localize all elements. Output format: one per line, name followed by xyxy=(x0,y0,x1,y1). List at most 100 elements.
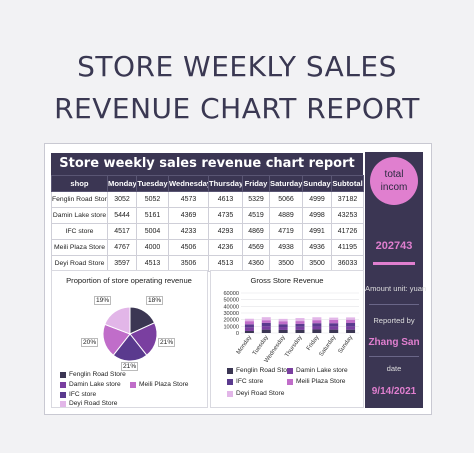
value-cell: 4233 xyxy=(168,223,209,240)
legend-label: Meili Plaza Store xyxy=(139,381,189,388)
legend-label: IFC store xyxy=(69,391,97,398)
legend-label: Meili Plaza Store xyxy=(296,378,346,385)
column-header: shop xyxy=(51,175,108,192)
bar-segment xyxy=(312,326,322,330)
legend-item: Fenglin Road Store xyxy=(60,371,126,378)
value-cell: 4369 xyxy=(168,207,209,224)
bar-segment xyxy=(346,319,356,324)
total-label-line2: incom xyxy=(380,182,408,193)
value-cell: 5066 xyxy=(269,191,303,208)
value-cell: 4613 xyxy=(208,191,243,208)
y-tick-label: 30000 xyxy=(223,311,239,317)
pie-chart-panel: Proportion of store operating revenue 18… xyxy=(51,270,208,408)
divider xyxy=(369,304,419,305)
divider xyxy=(369,356,419,357)
legend-item: Damin Lake store xyxy=(287,367,348,374)
column-header: Saturday xyxy=(269,175,303,192)
bar-segment xyxy=(346,323,356,327)
pie-chart xyxy=(102,306,158,362)
reporter-name: Zhang San xyxy=(368,337,420,348)
value-cell: 4719 xyxy=(269,223,303,240)
value-cell: 5444 xyxy=(107,207,137,224)
bar-segment xyxy=(329,323,339,327)
column-header: Tuesday xyxy=(136,175,169,192)
bar-segment xyxy=(295,321,305,324)
bar-segment xyxy=(261,329,271,333)
legend-item: Deyi Road Store xyxy=(227,390,284,397)
value-cell: 4569 xyxy=(242,239,270,256)
value-cell: 4889 xyxy=(269,207,303,224)
y-tick-label: 60000 xyxy=(223,291,239,297)
shop-name-cell: Meili Plaza Store xyxy=(51,239,108,256)
bar-segment xyxy=(244,330,254,333)
bar-segment xyxy=(278,327,288,330)
shop-name-cell: Fenglin Road Store xyxy=(51,191,108,208)
shop-name-cell: IFC store xyxy=(51,223,108,240)
legend-item: Deyi Road Store xyxy=(60,400,117,407)
legend-swatch xyxy=(287,378,293,385)
table-row: Meili Plaza Store 4767 4000 4506 4236 4569 493… xyxy=(51,239,364,256)
pie-slice xyxy=(104,306,131,335)
y-tick-label: 40000 xyxy=(223,304,239,310)
value-cell: 5052 xyxy=(136,191,169,208)
column-header: Sunday xyxy=(302,175,332,192)
value-cell: 41195 xyxy=(331,239,364,256)
bar-chart-title: Gross Store Revenue xyxy=(250,276,324,285)
pie-slice xyxy=(112,333,148,362)
value-cell: 5329 xyxy=(242,191,270,208)
pie-data-label: 20% xyxy=(81,338,99,347)
sales-table: shop Monday Tuesday Wednesday Thursday Friday… xyxy=(51,175,364,272)
table-row: Damin Lake store 5444 5161 4369 4735 4519 4889… xyxy=(51,207,364,224)
y-tick-label: 10000 xyxy=(223,324,239,330)
bar-segment xyxy=(346,329,356,333)
legend-item: IFC store xyxy=(60,391,96,398)
column-header: Subtotal xyxy=(331,175,364,192)
bar-segment xyxy=(295,318,305,322)
legend-swatch xyxy=(60,400,66,407)
shop-name-cell: Damin Lake store xyxy=(51,207,108,224)
legend-item: Meili Plaza Store xyxy=(130,381,188,388)
value-cell: 4767 xyxy=(107,239,137,256)
bar-segment xyxy=(278,324,288,328)
bar-chart-panel: Gross Store Revenue 0 10000 20000 30000 4000… xyxy=(210,270,364,408)
x-tick-label: Monday xyxy=(236,335,253,356)
legend-item: IFC store xyxy=(227,378,263,385)
x-tick-label: Sunday xyxy=(338,335,355,355)
legend-swatch xyxy=(130,381,136,388)
value-cell: 43253 xyxy=(331,207,364,224)
value-cell: 4735 xyxy=(208,207,243,224)
table-body: Fenglin Road Store 3052 5052 4573 4613 5329 50… xyxy=(51,191,364,272)
bar-segment xyxy=(346,317,356,320)
value-cell: 41726 xyxy=(331,223,364,240)
legend-label: Deyi Road Store xyxy=(236,390,285,397)
legend-item: Damin Lake store xyxy=(60,381,121,388)
x-tick-label: Tuesday xyxy=(252,335,270,357)
x-tick-label: Saturday xyxy=(319,335,338,358)
bar-segment xyxy=(295,329,305,333)
value-cell: 4506 xyxy=(168,239,209,256)
date-label: date xyxy=(386,364,402,373)
pie-chart-title: Proportion of store operating revenue xyxy=(66,276,192,285)
value-cell: 4293 xyxy=(208,223,243,240)
value-cell: 37182 xyxy=(331,191,364,208)
value-cell: 4000 xyxy=(136,239,169,256)
legend-label: Damin Lake store xyxy=(296,367,348,374)
bar-segment xyxy=(329,319,339,324)
bar-segment xyxy=(244,324,254,328)
table-header-row: shop Monday Tuesday Wednesday Thursday Friday… xyxy=(51,175,364,192)
legend-label: Fenglin Road Store xyxy=(69,371,126,378)
value-cell: 3052 xyxy=(107,191,137,208)
legend-swatch xyxy=(287,367,293,374)
value-cell: 4999 xyxy=(302,191,332,208)
amount-unit: Amount unit: yuan xyxy=(365,284,427,293)
table-row: IFC store 4517 5004 4233 4293 4869 4719 4991 417… xyxy=(51,223,364,240)
x-tick-label: Friday xyxy=(306,335,320,352)
value-cell: 4991 xyxy=(302,223,332,240)
page-title-line1: STORE WEEKLY SALES xyxy=(77,50,397,83)
legend-swatch xyxy=(227,390,233,397)
bar-segment xyxy=(261,322,271,327)
bar-segment xyxy=(312,329,322,333)
bar-segment xyxy=(295,323,305,327)
bar-segment xyxy=(261,326,271,330)
